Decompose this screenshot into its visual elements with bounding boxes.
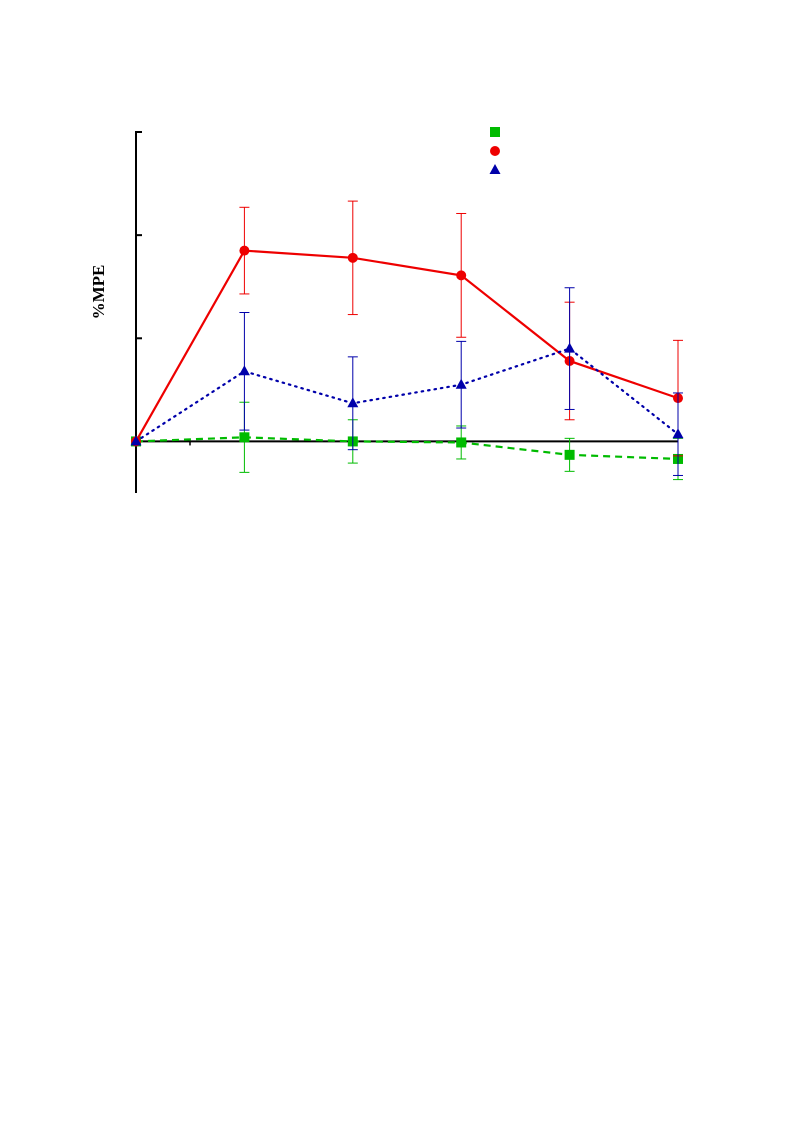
series-line — [135, 436, 679, 461]
axes — [135, 131, 678, 493]
data-point — [130, 435, 142, 446]
series-triangle — [130, 287, 684, 476]
series-line — [134, 347, 680, 443]
data-point — [238, 365, 250, 376]
legend — [489, 127, 501, 174]
y-axis-label: %MPE — [89, 265, 108, 320]
data-point — [239, 432, 250, 443]
data-point — [239, 245, 250, 256]
series-layer — [130, 200, 684, 481]
data-point — [347, 252, 358, 263]
data-point — [456, 270, 467, 281]
series-line — [135, 249, 679, 442]
data-point — [672, 428, 684, 439]
data-point — [564, 342, 576, 353]
legend-marker-square — [490, 127, 500, 137]
data-point — [455, 378, 467, 389]
data-point — [456, 437, 467, 448]
series-circle — [131, 200, 683, 457]
legend-marker-triangle — [489, 164, 501, 174]
legend-marker-circle — [490, 146, 500, 156]
data-point — [564, 449, 575, 460]
data-point — [347, 397, 359, 408]
